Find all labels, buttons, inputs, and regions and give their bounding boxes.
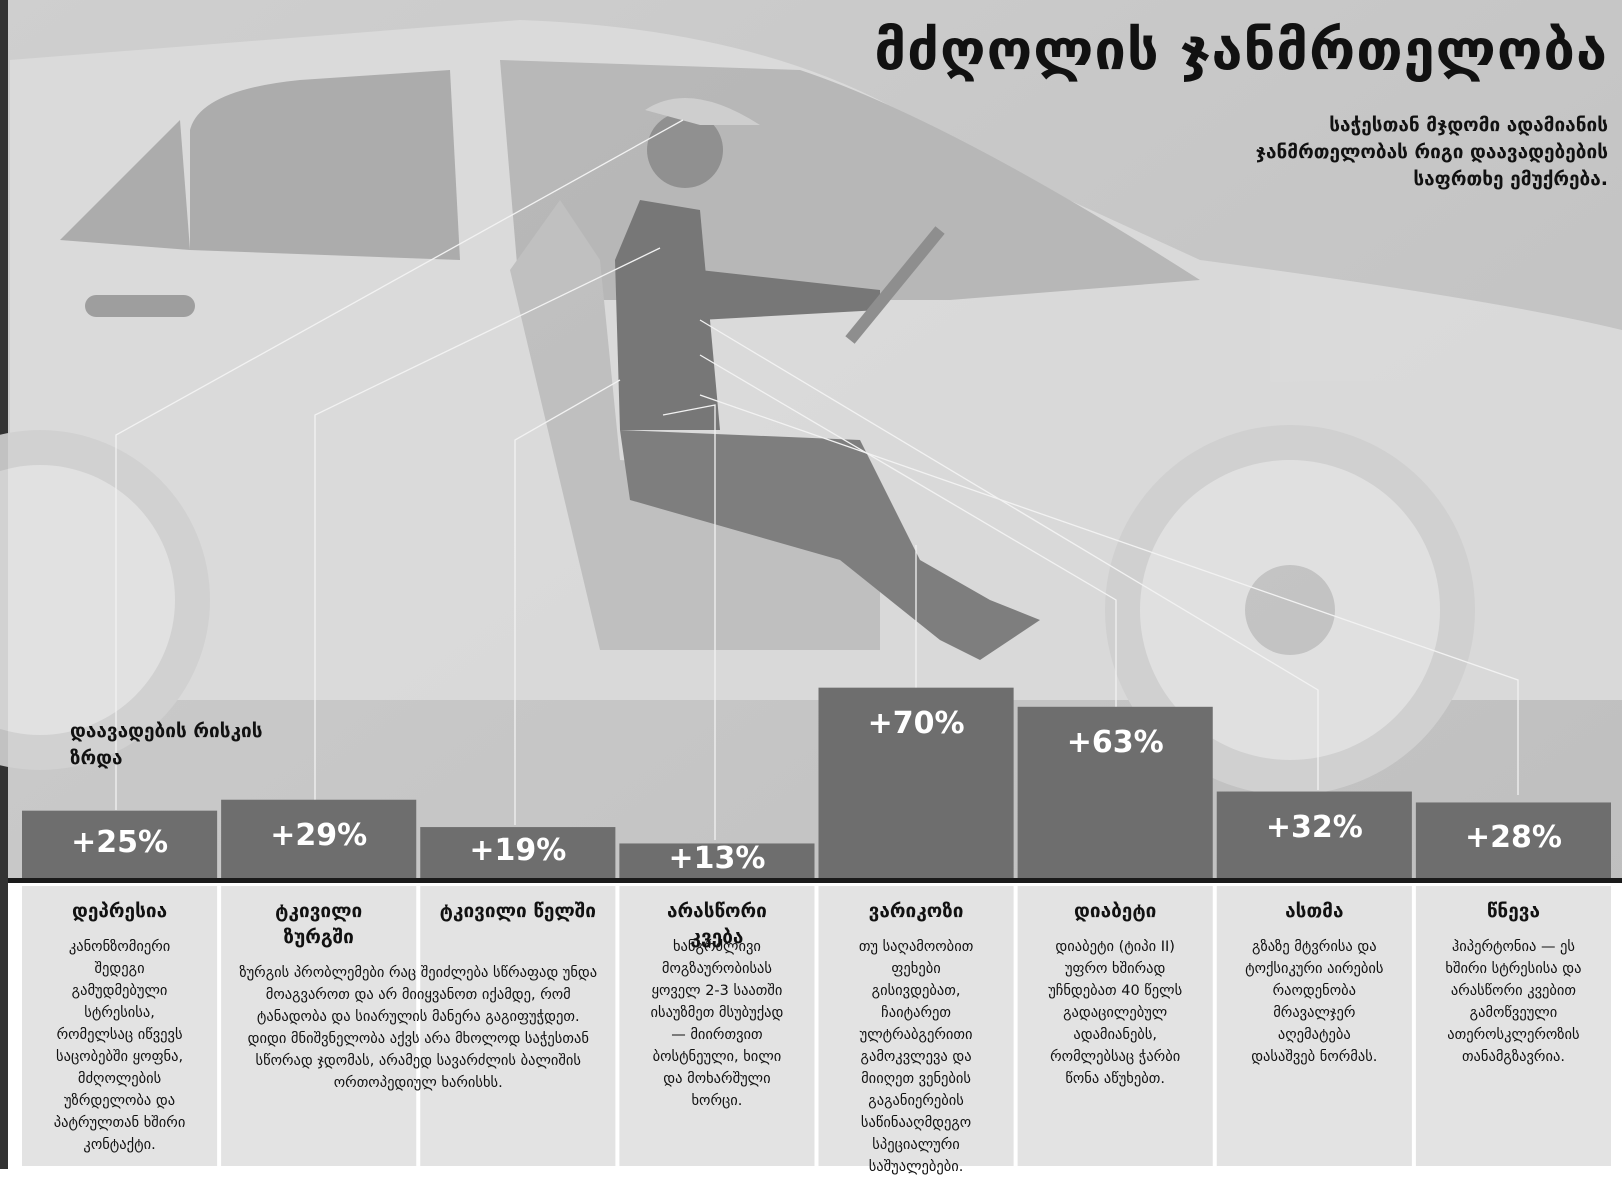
value-label: +29% <box>219 818 418 853</box>
description: ხანგრძლივი მოგზაურობისას ყოველ 2-3 საათშ… <box>647 936 786 1112</box>
value-label: +70% <box>817 706 1016 741</box>
description: ჰიპერტონია — ეს ხშირი სტრესისა და არასწო… <box>1444 936 1583 1068</box>
subtitle: საჭესთან მჯდომი ადამიანის ჯანმრთელობას რ… <box>1228 112 1608 193</box>
category-label: ასთმა <box>1235 898 1394 924</box>
value-label: +28% <box>1414 820 1613 855</box>
value-label: +13% <box>617 841 816 876</box>
description: თუ საღამოობით ფეხები გისივდებათ, ჩაიტარე… <box>847 936 986 1178</box>
category-label: დიაბეტი <box>1036 898 1195 924</box>
y-axis-label: დაავადების რისკის ზრდა <box>70 718 270 772</box>
description: კანონზომიერი შედეგი გამუდმებული სტრესისა… <box>50 936 189 1156</box>
description: გზაზე მტვრისა და ტოქსიკური აირების რაოდე… <box>1245 936 1384 1068</box>
value-label: +25% <box>20 825 219 860</box>
category-label: დეპრესია <box>40 898 199 924</box>
value-label: +32% <box>1215 810 1414 845</box>
category-label: ტკივილი ზურგში <box>239 898 398 950</box>
description: ზურგის პრობლემები რაც შეიძლება სწრაფად უ… <box>239 962 597 1094</box>
description: დიაბეტი (ტიპი II) უფრო ხშირად უჩნდებათ 4… <box>1046 936 1185 1090</box>
baseline <box>8 878 1622 883</box>
category-label: ვარიკოზი <box>837 898 996 924</box>
value-label: +63% <box>1016 725 1215 760</box>
title: მძღოლის ჯანმრთელობა <box>874 18 1608 83</box>
category-label: წნევა <box>1434 898 1593 924</box>
value-label: +19% <box>418 833 617 868</box>
infographic: მძღოლის ჯანმრთელობა საჭესთან მჯდომი ადამ… <box>0 0 1622 1169</box>
category-label: ტკივილი წელში <box>438 898 597 924</box>
